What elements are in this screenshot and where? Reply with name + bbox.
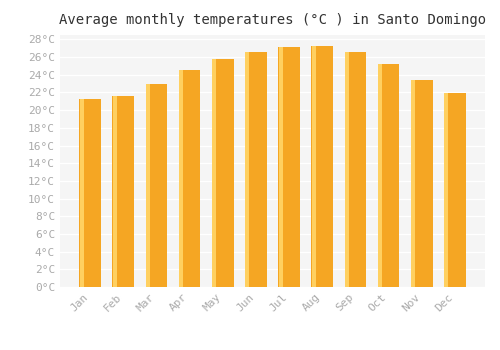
Bar [113,96,116,287]
Bar [245,52,266,287]
Bar [378,64,400,287]
Bar [146,84,167,287]
Bar [80,99,101,287]
Bar [112,96,134,287]
Bar [312,47,333,287]
Bar [278,47,300,287]
Bar [278,47,282,287]
Bar [411,80,432,287]
Bar [80,99,84,287]
Bar [344,52,366,287]
Bar [212,59,216,287]
Bar [345,52,349,287]
Bar [179,70,183,287]
Bar [378,64,382,287]
Bar [212,59,234,287]
Title: Average monthly temperatures (°C ) in Santo Domingo: Average monthly temperatures (°C ) in Sa… [59,13,486,27]
Bar [246,52,250,287]
Bar [444,93,466,287]
Bar [179,70,201,287]
Bar [412,80,415,287]
Bar [146,84,150,287]
Bar [444,93,448,287]
Bar [312,47,316,287]
